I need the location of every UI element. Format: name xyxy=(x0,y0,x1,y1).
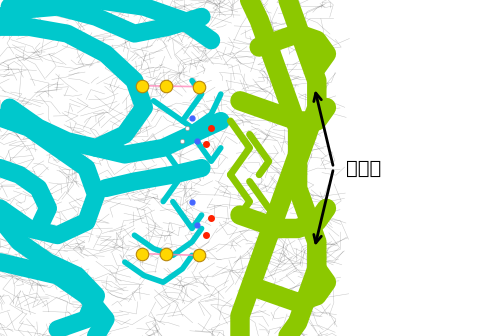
Text: 金原子: 金原子 xyxy=(346,159,381,177)
